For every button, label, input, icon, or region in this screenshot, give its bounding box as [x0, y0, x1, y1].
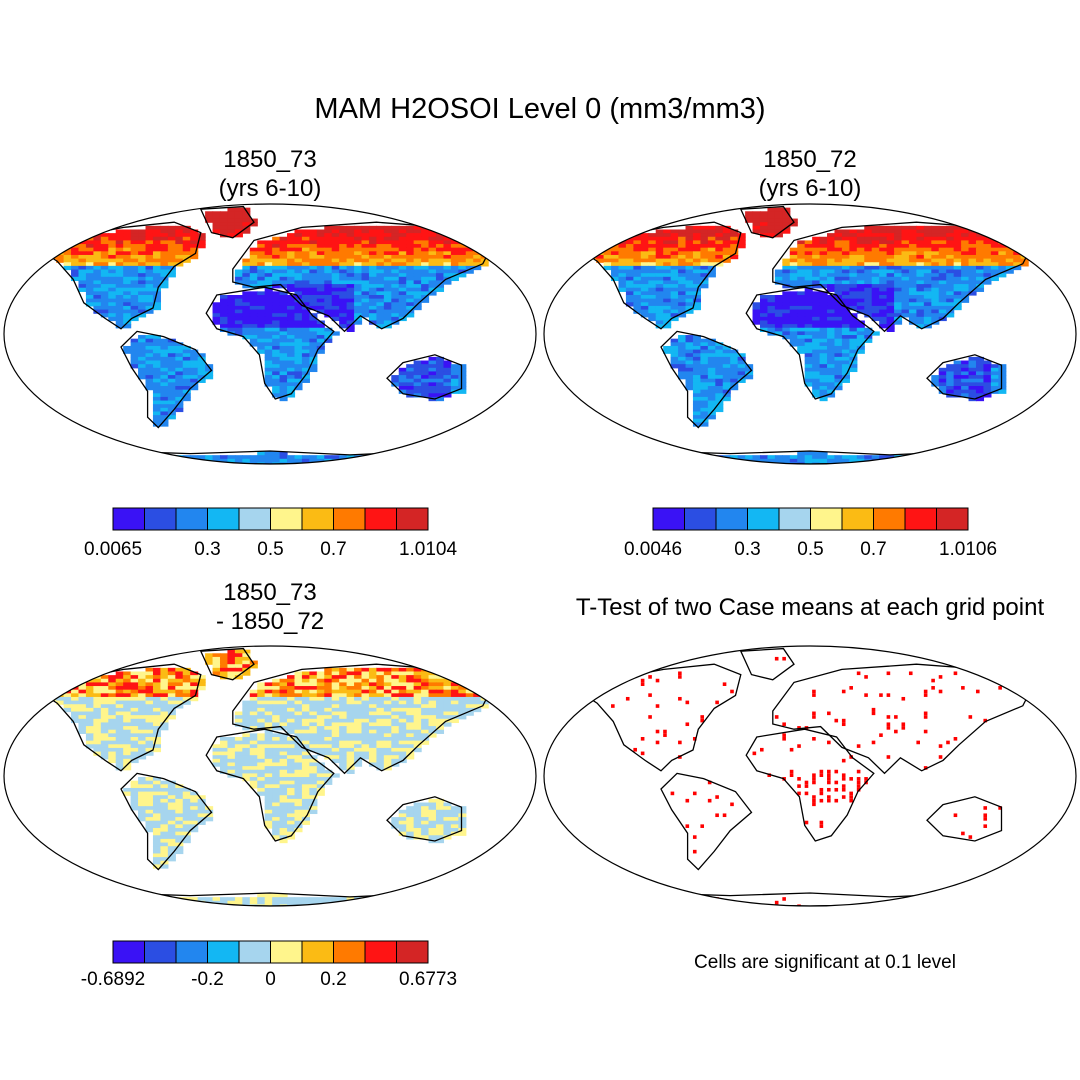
colorbar-tick-label: 1.0106: [939, 539, 997, 560]
colorbar-swatch: [684, 507, 717, 531]
eurasia-coastline: [232, 221, 495, 333]
colorbar-swatch: [333, 940, 366, 964]
eurasia-coastline: [772, 221, 1035, 333]
colorbar-swatch: [936, 507, 969, 531]
australia-coastline: [926, 796, 1003, 842]
ocean-background: [544, 646, 1076, 906]
australia-coastline: [386, 796, 463, 842]
colorbar-swatch: [396, 507, 429, 531]
colorbar-swatch: [364, 940, 397, 964]
northAmerica-coastline: [579, 663, 742, 772]
panel-4-title-line1: T-Test of two Case means at each grid po…: [575, 594, 1045, 621]
colorbar-tick-label: 0: [265, 969, 276, 990]
colorbar-swatch: [238, 940, 271, 964]
colorbar-swatch: [207, 940, 240, 964]
australia-coastline: [386, 354, 463, 400]
panel-1-title-line1: 1850_73: [223, 146, 317, 173]
colorbar-tick-label: 0.5: [257, 539, 283, 560]
africa-coastline: [745, 728, 875, 842]
colorbar-3: -0.6892 -0.2 0 0.2 0.6773: [81, 940, 457, 990]
map-panel-4: [543, 645, 1077, 907]
northAmerica-coastline: [39, 221, 202, 330]
colorbar-tick-label: -0.2: [191, 969, 224, 990]
africa-coastline: [205, 286, 335, 400]
colorbar-swatch: [873, 507, 906, 531]
colorbar-swatch: [175, 507, 208, 531]
colorbar-swatch: [652, 507, 685, 531]
panel-1-title-line2: (yrs 6-10): [218, 175, 322, 202]
greenland-coastline: [739, 205, 795, 239]
colorbar-swatch: [810, 507, 843, 531]
map-panel-2: [543, 203, 1077, 465]
southAmerica-coastline: [660, 772, 753, 871]
colorbar-swatch: [333, 507, 366, 531]
greenland-coastline: [199, 647, 255, 681]
colorbar-tick-label: 0.5: [797, 539, 823, 560]
panel-1-title: 1850_73 (yrs 6-10): [70, 145, 470, 203]
africa-coastline: [745, 286, 875, 400]
colorbar-tick-label: 0.6773: [399, 969, 457, 990]
colorbar-tick-label: 0.0046: [624, 539, 682, 560]
southAmerica-coastline: [660, 330, 753, 429]
colorbar-swatch: [270, 507, 303, 531]
australia-coastline: [926, 354, 1003, 400]
map-border: [543, 645, 1077, 907]
panel-2-title-line1: 1850_72: [763, 146, 857, 173]
colorbar-swatch: [747, 507, 780, 531]
panel-3-title-line2: - 1850_72: [215, 608, 325, 635]
colorbar-1: 0.0065 0.3 0.5 0.7 1.0104: [84, 507, 458, 560]
eurasia-coastline: [772, 663, 1035, 775]
panel-4-title: T-Test of two Case means at each grid po…: [540, 593, 1080, 622]
southAmerica-coastline: [120, 772, 213, 871]
coastlines: [39, 647, 495, 906]
panel-2-title: 1850_72 (yrs 6-10): [610, 145, 1010, 203]
southAmerica-coastline: [120, 330, 213, 429]
grid-cells: [611, 656, 1025, 906]
colorbar-swatch: [144, 507, 177, 531]
map-panel-3: [3, 645, 537, 907]
greenland-coastline: [199, 205, 255, 239]
panel-3-title-line1: 1850_73: [223, 579, 317, 606]
colorbar-swatch: [112, 940, 145, 964]
colorbar-swatch: [238, 507, 271, 531]
colorbar-swatch: [207, 507, 240, 531]
colorbar-tick-label: 0.3: [194, 539, 220, 560]
panel-3-title: 1850_73 - 1850_72: [70, 578, 470, 636]
map-border: [3, 645, 537, 907]
colorbar-tick-label: 0.3: [734, 539, 760, 560]
northAmerica-coastline: [579, 221, 742, 330]
colorbar-tick-label: 0.7: [860, 539, 886, 560]
eurasia-coastline: [232, 663, 495, 775]
map-border: [3, 203, 537, 465]
colorbar-tick-label: 0.2: [320, 969, 346, 990]
colorbar-swatch: [144, 940, 177, 964]
colorbar-tick-label: 1.0104: [399, 539, 458, 560]
northAmerica-coastline: [39, 663, 202, 772]
greenland-coastline: [739, 647, 795, 681]
colorbar-swatch: [396, 940, 429, 964]
significance-note: Cells are significant at 0.1 level: [694, 952, 956, 973]
figure-title: MAM H2OSOI Level 0 (mm3/mm3): [314, 93, 766, 125]
coastlines: [579, 205, 1035, 464]
colorbar-swatch: [301, 940, 334, 964]
colorbar-tick-label: 0.0065: [84, 539, 142, 560]
colorbar-tick-label: -0.6892: [81, 969, 145, 990]
colorbar-swatch: [841, 507, 874, 531]
map-panel-1: [3, 203, 537, 465]
colorbar-tick-label: 0.7: [320, 539, 346, 560]
colorbar-2: 0.0046 0.3 0.5 0.7 1.0106: [624, 507, 997, 560]
colorbar-swatch: [364, 507, 397, 531]
africa-coastline: [205, 728, 335, 842]
map-border: [543, 203, 1077, 465]
colorbar-swatch: [301, 507, 334, 531]
colorbar-swatch: [175, 940, 208, 964]
grid-cells: [48, 649, 497, 906]
colorbar-swatch: [270, 940, 303, 964]
colorbar-swatch: [778, 507, 811, 531]
panel-2-title-line2: (yrs 6-10): [758, 175, 862, 202]
colorbar-swatch: [904, 507, 937, 531]
colorbar-swatch: [715, 507, 748, 531]
colorbar-swatch: [112, 507, 145, 531]
